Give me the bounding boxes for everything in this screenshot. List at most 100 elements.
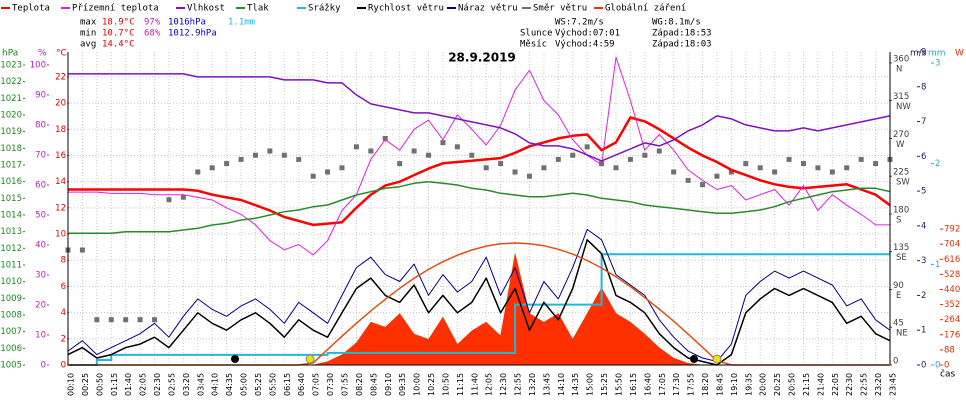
y-tick-label: 20 (55, 99, 66, 109)
y-tick-label: 7 (921, 117, 926, 127)
y-tick-label: 0 (921, 361, 926, 371)
y-tick-label: 0 (61, 361, 66, 371)
y-tick-label: 528 (944, 270, 960, 280)
y-tick-label: 1016 (0, 177, 22, 187)
y-tick-label: 1012 (0, 244, 22, 254)
y-tick-label: 1015 (0, 194, 22, 204)
direction-point (858, 156, 864, 162)
x-tick-label: 20:25 (773, 373, 782, 396)
x-tick-label: 13:45 (542, 373, 551, 396)
direction-point (440, 140, 446, 146)
series-line (68, 73, 891, 162)
x-tick-label: 21:40 (816, 373, 825, 396)
y-tick-label: 440 (944, 285, 960, 295)
x-tick-label: 19:35 (744, 373, 753, 396)
x-tick-label: 08:20 (355, 373, 364, 396)
stat-value: 1016hPa (168, 18, 206, 28)
legend-label: Vlhkost (187, 4, 225, 14)
y-tick-label: 2 (935, 159, 940, 169)
y-tick-label: 90 (893, 281, 904, 291)
x-tick-label: 00:25 (81, 373, 90, 396)
direction-point (454, 144, 460, 150)
info-value: Východ:4:59 (555, 40, 615, 50)
y-tick-label: 1019 (0, 127, 22, 137)
direction-point (368, 148, 374, 154)
x-tick-label: 03:45 (196, 373, 205, 396)
x-tick-label: 02:05 (139, 373, 148, 396)
moonrise-marker (231, 355, 239, 363)
moonset-marker (690, 355, 698, 363)
direction-point (281, 152, 287, 158)
direction-point (786, 156, 792, 162)
direction-point (353, 144, 359, 150)
legend-label: Náraz větru (458, 4, 518, 14)
x-tick-label: 01:15 (110, 373, 119, 396)
direction-point (252, 152, 258, 158)
y-tick-label: 1020 (0, 111, 22, 121)
legend-label: Globální záření (605, 4, 686, 14)
stat-value: 14.4°C (102, 40, 135, 50)
y-tick-label: 792 (944, 225, 960, 235)
direction-point (512, 169, 518, 175)
direction-point (829, 169, 835, 175)
direction-point (498, 161, 504, 167)
x-tick-label: 05:00 (240, 373, 249, 396)
x-tick-label: 06:40 (297, 373, 306, 396)
y-tick-label: 90 (35, 90, 46, 100)
direction-point (238, 156, 244, 162)
x-tick-label: 05:50 (268, 373, 277, 396)
info-value: Východ:07:01 (555, 29, 620, 39)
axis-unit: m/s (910, 49, 927, 59)
y-tick-label: 1008 (0, 311, 22, 321)
y-tick-label: 3 (935, 59, 940, 69)
axis-unit: % (38, 49, 47, 59)
direction-point (152, 317, 158, 323)
stat-value: min (80, 29, 96, 39)
direction-point (700, 182, 706, 188)
stat-value: 68% (144, 29, 161, 39)
y-tick-label: 60 (35, 180, 46, 190)
direction-point (166, 197, 172, 203)
x-tick-label: 17:55 (687, 373, 696, 396)
direction-point (195, 169, 201, 175)
stat-value: max (80, 18, 97, 28)
info-value: WS:7.2m/s (555, 18, 604, 28)
direction-point (426, 152, 432, 158)
legend-label: Srážky (308, 4, 341, 14)
y-tick-label: 1018 (0, 144, 22, 154)
y-tick-label: 18 (55, 125, 66, 135)
y-tick-label: 16 (55, 151, 66, 161)
direction-point (123, 317, 129, 323)
direction-point (339, 165, 345, 171)
x-tick-label: 15:50 (615, 373, 624, 396)
y-tick-label: 1005 (0, 361, 22, 371)
y-tick-label: 1011 (0, 261, 22, 271)
info-value: WG:8.1m/s (652, 18, 701, 28)
x-tick-label: 10:00 (413, 373, 422, 396)
y-tick-label: 10 (35, 330, 46, 340)
x-tick-label: 11:15 (456, 373, 465, 396)
y-tick-label: 1009 (0, 294, 22, 304)
y-tick-label: 1017 (0, 161, 22, 171)
direction-point (382, 135, 388, 141)
x-tick-label: 23:20 (874, 373, 883, 396)
compass-label: W (896, 140, 905, 150)
y-tick-label: 2 (921, 291, 926, 301)
y-tick-label: 1023 (0, 61, 22, 71)
y-tick-label: 360 (893, 54, 909, 64)
legend-label: Tlak (247, 4, 269, 14)
y-tick-label: 4 (61, 308, 66, 318)
compass-label: N (896, 64, 902, 74)
direction-point (685, 177, 691, 183)
y-tick-label: 352 (944, 300, 960, 310)
y-tick-label: 88 (944, 345, 955, 355)
y-tick-label: 0 (944, 361, 949, 371)
x-tick-label: 16:15 (629, 373, 638, 396)
x-tick-label: 09:10 (384, 373, 393, 396)
y-tick-label: 0 (893, 357, 898, 367)
legend-label: Směr větru (533, 4, 587, 14)
x-tick-label: 12:30 (499, 373, 508, 396)
y-tick-label: 3 (921, 256, 926, 266)
direction-point (873, 161, 879, 167)
series-line (68, 116, 891, 227)
